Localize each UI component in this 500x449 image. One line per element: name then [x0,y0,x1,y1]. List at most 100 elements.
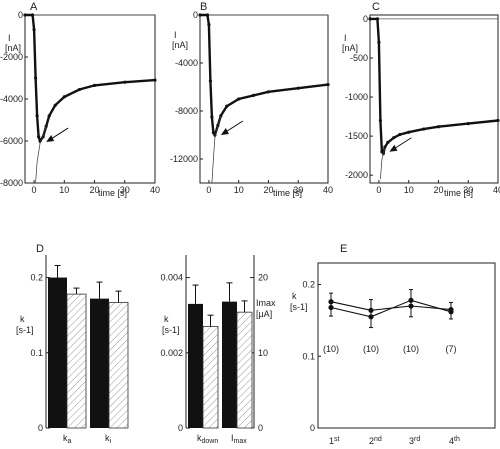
panel-a-ytick-label: 0 [18,10,23,20]
panel-c-ytick-label: -500 [350,53,368,63]
panel-e-category-sup: th [454,436,460,443]
panel-c-xtick-label: 40 [493,185,500,195]
panel-c-yunit: [nA] [342,43,358,53]
panel-d-right-category-label: kdown [197,433,218,445]
panel-d-left-ytick-label: 0.1 [30,348,43,358]
panel-c-xlabel: time [s] [444,188,473,198]
panel-c-ytick-label: -1500 [345,131,368,141]
panel-b-yunit: [nA] [172,40,188,50]
panel-e-data-point [448,309,454,315]
panel-e-count-label: (7) [446,344,457,354]
panel-d-right-ytick-label: 0.002 [160,348,183,358]
panel-e-category-label: 2nd [369,436,382,446]
panel-a-data-point [23,13,27,17]
panel-a-ylabel: I [8,33,11,43]
panel-a-data-point [62,95,66,99]
panel-d-left-category-label: ki [105,433,112,445]
panel-e-frame [317,262,496,429]
panel-a-data-point [35,114,39,118]
panel-a-xlabel: time [s] [98,188,127,198]
panel-label-e: E [340,243,347,255]
panel-c-arrow-head [389,144,398,152]
panel-d-right-ytick2-label: 20 [258,273,268,283]
panel-b-xtick-label: 0 [206,185,211,195]
panel-c-xtick-label: 20 [433,185,443,195]
panel-a-data-point [30,13,35,17]
panel-a-data-point [47,114,51,118]
panel-a-arrow-head [46,135,55,143]
panel-d-right-bar-hatched [202,326,219,429]
panel-c-data-point [383,145,387,149]
panel-d-right-yunit2: [μA] [256,309,272,319]
panel-b-data-point [266,90,271,94]
panel-c-xtick-label: 10 [404,185,414,195]
panel-d-right-bar-black [222,301,237,428]
panel-e-data-point [328,304,334,311]
panel-c-xtick-label: 0 [376,185,381,195]
panel-e-category-label: 4th [449,436,460,446]
panel-a-ytick-label: -6000 [0,136,23,146]
panel-b-data-point [198,13,202,17]
panel-c-data-point [375,17,380,21]
panel-b-series-line [200,13,329,138]
panel-b-xtick-label: 20 [263,185,273,195]
panel-b-ytick-label: 0 [193,10,198,20]
panel-b-xlabel: time [s] [273,188,302,198]
panel-e-ytick-label: 0.2 [302,280,315,290]
panel-b-arrow-head [220,128,229,135]
panel-e-category-sup: st [334,436,340,443]
panel-a-ytick-label: -4000 [0,94,23,104]
panel-d-right-bar-black [188,303,203,428]
panel-e-category-label: 1st [329,436,340,446]
panel-c-ylabel: I [344,33,347,43]
panel-c-data-point [466,122,470,126]
panel-a-yunit: [nA] [5,43,21,53]
panel-b-data-point [296,86,300,90]
panel-b-data-point [251,93,256,97]
panel-d-right-ylabel: k [164,314,169,324]
panel-a-data-point [92,83,97,87]
panel-a-plot: I [nA] time [s] 0 10 20 30 40 0 -2000 -4000 -600… [0,10,160,198]
panel-b-plot: I [nA] time [s] 0 10 20 30 40 0 -4000 -8000 -120… [170,10,333,198]
panel-d-right-ytick2-label: 10 [258,348,268,358]
panel-a-xtick-label: 30 [120,185,130,195]
panel-d-left-category-sub: a [68,438,72,445]
panel-a-data-point [37,135,41,139]
panel-c-data-point [436,125,441,129]
panel-d-right-category-sub: down [202,438,219,445]
panel-c-data-point [407,130,411,134]
panel-d-left-yunit: [s-1] [16,325,34,335]
panel-c-series-line [370,17,499,156]
panel-a-xtick-label: 0 [32,185,37,195]
panel-e-yunit: [s-1] [290,302,308,312]
panel-b-arrow-shaft [224,120,244,133]
panel-b-data-point [211,131,215,135]
panel-d-left-category-sub: i [110,438,112,445]
panel-d-right-ylabel2: Imax [256,298,276,308]
panel-c-data-point [377,40,381,44]
panel-label-a: A [30,1,38,13]
panel-e-ylabel: k [292,291,297,301]
panel-b-ytick-label: -8000 [175,106,198,116]
panel-c-data-point [392,136,396,140]
panel-e-data-point [408,303,414,309]
panel-a-ytick-label: -2000 [0,52,23,62]
panel-d-left-bar-black [48,277,67,428]
panel-a-data-point [32,28,36,32]
panel-b-data-point [208,79,213,83]
panel-e-data-point [368,307,374,313]
panel-b-frame [199,14,329,184]
panel-c-data-point [378,118,383,123]
panel-a-data-point [123,80,127,84]
panel-c-data-point [398,132,402,137]
panel-a-data-point [53,103,57,107]
panel-a-data-point [153,78,157,82]
panel-e-count-label: (10) [363,344,379,354]
panel-b-xtick-label: 40 [323,185,333,195]
panel-d-plot: k [s-1] k [s-1] Imax [μA] 0 0.1 0.2 ka ki 0 0.… [16,255,276,445]
panel-a-xtick-label: 10 [59,185,69,195]
panel-b-xtick-label: 30 [293,185,303,195]
panel-d-right-category-sub: max [234,438,248,445]
panel-d-right-bar-hatched [236,311,253,429]
panel-e-plot: k [s-1] 0 0.1 0.2 1st (10) 2nd (10) 3rd (10) 4th (… [290,262,496,446]
